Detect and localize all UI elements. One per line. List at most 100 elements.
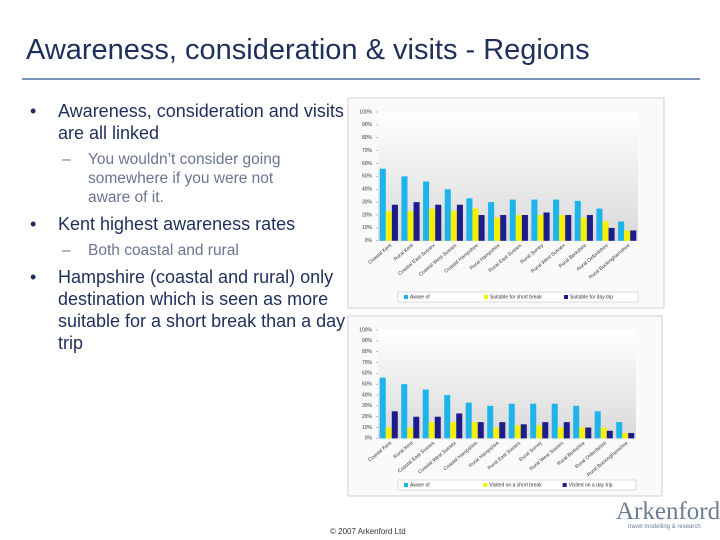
bar (428, 422, 435, 439)
bar (493, 427, 500, 439)
bar (413, 202, 420, 241)
bar (559, 215, 566, 241)
y-tick-label: 60% (362, 161, 373, 167)
bar (608, 227, 615, 241)
bar (630, 230, 637, 241)
bar (536, 425, 543, 439)
bar (471, 422, 478, 439)
bar (551, 403, 558, 439)
legend-box (397, 291, 639, 303)
legend-box (397, 479, 637, 491)
bar (530, 403, 537, 439)
bar (514, 425, 521, 439)
bar (586, 215, 593, 241)
bullet: Awareness, consideration and visits are … (30, 100, 350, 144)
bar (385, 211, 392, 241)
bar (450, 211, 457, 241)
bar (585, 427, 592, 439)
bar (499, 422, 506, 439)
legend-label: Suitable for day trip (570, 294, 613, 300)
bar (537, 215, 544, 241)
bar (478, 215, 485, 241)
bar (602, 221, 609, 241)
bar (466, 198, 473, 241)
legend-label: Aware of (410, 294, 430, 300)
bar (456, 413, 463, 439)
bar (444, 189, 451, 241)
bar (596, 208, 603, 241)
bar (531, 199, 538, 241)
plot-area (378, 112, 638, 241)
y-tick-label: 80% (362, 135, 373, 141)
bar (422, 389, 429, 439)
y-tick-label: 60% (362, 371, 373, 377)
bar (573, 405, 580, 439)
bar (379, 377, 386, 439)
y-tick-label: 20% (362, 414, 373, 420)
legend-swatch (483, 483, 488, 487)
bar (434, 416, 441, 439)
bar (407, 211, 414, 241)
legend-label: Suitable for short break (490, 294, 542, 300)
bar (574, 200, 581, 241)
bar (407, 427, 414, 439)
bar (542, 422, 549, 439)
footer: © 2007 Arkenford Ltd (330, 527, 406, 536)
bar (429, 208, 436, 241)
bar (494, 217, 501, 241)
y-tick-label: 80% (362, 349, 373, 355)
bullet: Hampshire (coastal and rural) only desti… (30, 266, 350, 354)
bar (423, 181, 430, 241)
bar (444, 395, 451, 439)
bar (594, 411, 601, 439)
bar (401, 176, 408, 241)
bar (553, 199, 560, 241)
bar (465, 402, 472, 439)
y-tick-label: 10% (362, 225, 373, 231)
bar (488, 202, 495, 241)
legend-swatch (404, 295, 408, 299)
logo-tagline: travel modelling & research (628, 524, 701, 530)
bar (379, 168, 386, 241)
y-tick-label: 70% (362, 148, 373, 154)
bar (472, 208, 479, 241)
bar (622, 432, 629, 439)
bar (477, 422, 484, 439)
sub-bullet: You wouldn’t consider going somewhere if… (30, 150, 308, 207)
y-tick-label: 100% (359, 109, 372, 115)
y-tick-label: 0% (365, 436, 373, 442)
legend-label: Visited on a day trip (569, 482, 613, 488)
bar (509, 199, 516, 241)
bar (563, 422, 570, 439)
bar (456, 204, 463, 241)
legend-label: Aware of (410, 482, 430, 488)
bar (580, 217, 587, 241)
y-tick-label: 10% (362, 425, 373, 431)
sub-bullet: Both coastal and rural (30, 241, 308, 260)
y-tick-label: 40% (362, 392, 373, 398)
legend-swatch (562, 483, 567, 487)
bullet: Kent highest awareness rates (30, 213, 350, 235)
bar (616, 422, 623, 439)
legend-swatch (564, 295, 568, 299)
y-tick-label: 90% (362, 338, 373, 344)
bar (600, 427, 607, 439)
bar (508, 403, 515, 439)
bar (413, 416, 420, 439)
bar (606, 430, 613, 439)
bar (500, 215, 507, 241)
bar (628, 432, 635, 439)
bar (579, 427, 586, 439)
y-tick-label: 20% (362, 212, 373, 218)
bar (435, 204, 442, 241)
y-tick-label: 50% (362, 174, 373, 180)
y-tick-label: 0% (365, 238, 373, 244)
bar (391, 411, 398, 439)
bar (565, 215, 572, 241)
logo: Arkenford (616, 498, 720, 525)
legend-swatch (404, 483, 408, 487)
legend-label: Visited on a short break (489, 482, 542, 488)
y-tick-label: 90% (362, 122, 373, 128)
